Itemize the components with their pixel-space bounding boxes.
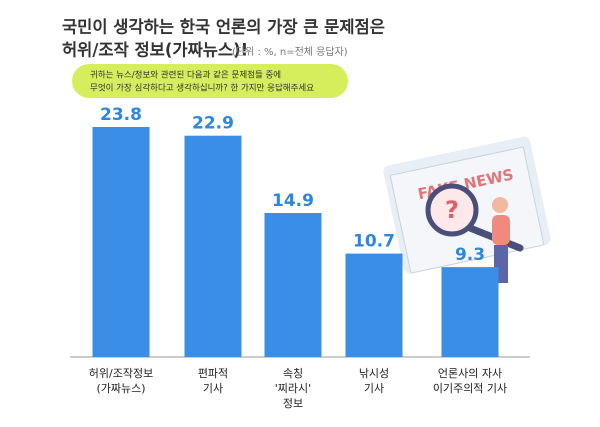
subtitle: (단위 : %, n=전체 응답자) <box>232 45 348 58</box>
illustration: FAKE NEWS ? <box>383 136 551 283</box>
x-tick-label: '찌라시' <box>275 382 311 395</box>
value-label: 9.3 <box>455 245 485 265</box>
value-label: 22.9 <box>192 114 234 134</box>
x-tick-label: 기사 <box>203 382 223 395</box>
x-tick-label: 정보 <box>283 397 303 410</box>
x-tick-label: 편파적 <box>198 367 228 380</box>
bar <box>264 213 322 357</box>
bar <box>345 253 403 357</box>
bar <box>441 267 499 357</box>
x-tick-label: 기사 <box>364 382 384 395</box>
value-label: 10.7 <box>353 232 395 252</box>
value-label: 14.9 <box>272 191 314 211</box>
x-tick-label: 낚시성 <box>359 367 389 380</box>
x-tick-label: 언론사의 자사 <box>438 367 502 380</box>
x-tick-label: 허위/조작정보 <box>89 367 153 380</box>
x-tick-label: 속칭 <box>283 367 303 380</box>
bar <box>92 127 150 357</box>
chart-title: 허위/조작 정보(가짜뉴스)! <box>62 41 248 60</box>
x-tick-label: 이기주의적 기사 <box>433 382 507 395</box>
question: 무엇이 가장 심각하다고 생각하십니까? 한 가지만 응답해주세요 <box>90 83 314 94</box>
chart-title: 국민이 생각하는 한국 언론의 가장 큰 문제점은 <box>62 18 385 37</box>
x-tick-label: (가짜뉴스) <box>96 382 145 395</box>
svg-text:?: ? <box>445 196 459 224</box>
bar <box>184 135 242 357</box>
value-label: 23.8 <box>100 105 142 125</box>
question-box <box>72 64 348 98</box>
question: 귀하는 뉴스/정보와 관련된 다음과 같은 문제점들 중에 <box>90 70 281 81</box>
